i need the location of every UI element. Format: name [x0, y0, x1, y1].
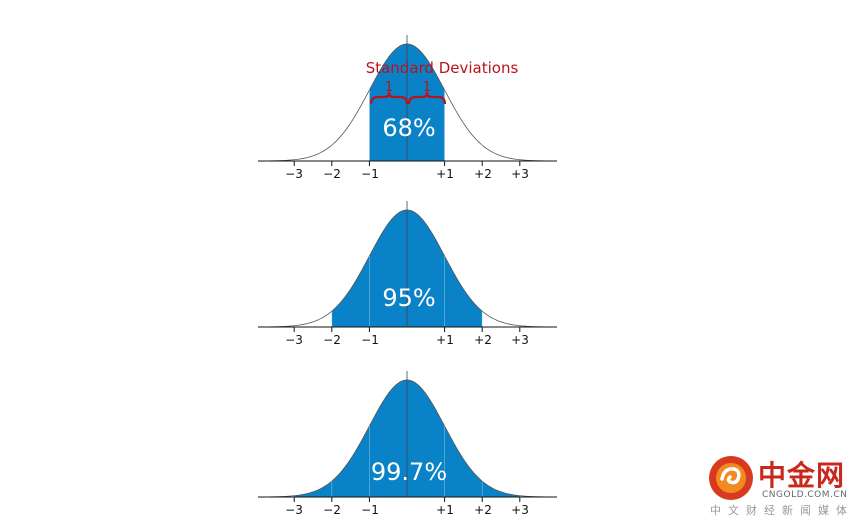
tick-label-plus1: +1 — [436, 503, 454, 517]
tick-label-plus3: +3 — [511, 167, 529, 181]
percent-label: 95% — [382, 284, 435, 312]
panel-3sigma: −3 −2 −1 +1 +2 +3 99.7% — [258, 371, 558, 517]
bell-curve — [258, 43, 558, 162]
right-brace — [407, 91, 447, 105]
watermark-logo-icon — [709, 456, 753, 500]
tick-label-plus3: +3 — [511, 503, 529, 517]
tick-label-minus3: −3 — [285, 167, 303, 181]
percent-label: 99.7% — [371, 458, 447, 486]
percent-label: 68% — [382, 114, 435, 142]
tick-label-minus3: −3 — [285, 333, 303, 347]
annotation-right-label: 1 — [423, 80, 431, 95]
tick-label-plus2: +2 — [474, 503, 492, 517]
tick-label-minus1: −1 — [361, 333, 379, 347]
watermark: 中金网 CNGOLD.COM.CN 中文财经新闻媒体 — [706, 452, 856, 522]
tick-label-minus1: −1 — [361, 167, 379, 181]
annotation-left-label: 1 — [385, 80, 393, 95]
watermark-tagline: 中文财经新闻媒体 — [710, 504, 854, 517]
tick-label-plus1: +1 — [436, 167, 454, 181]
tick-label-minus2: −2 — [323, 503, 341, 517]
tick-label-plus2: +2 — [474, 167, 492, 181]
left-brace — [369, 91, 409, 105]
watermark-name: 中金网 — [758, 459, 846, 492]
std-deviation-annotation: Standard Deviations 1 1 — [366, 59, 519, 105]
panel-1sigma: −3 −2 −1 +1 +2 +3 68% — [258, 35, 558, 181]
bell-curve — [258, 209, 558, 328]
tick-label-plus2: +2 — [474, 333, 492, 347]
watermark-url: CNGOLD.COM.CN — [762, 490, 848, 500]
bell-curve — [258, 379, 558, 498]
tick-label-minus1: −1 — [361, 503, 379, 517]
annotation-title: Standard Deviations — [366, 59, 519, 77]
tick-label-minus3: −3 — [285, 503, 303, 517]
panel-2sigma: −3 −2 −1 +1 +2 +3 95% — [258, 201, 558, 347]
tick-label-minus2: −2 — [323, 167, 341, 181]
tick-label-plus3: +3 — [511, 333, 529, 347]
tick-label-minus2: −2 — [323, 333, 341, 347]
tick-label-plus1: +1 — [436, 333, 454, 347]
